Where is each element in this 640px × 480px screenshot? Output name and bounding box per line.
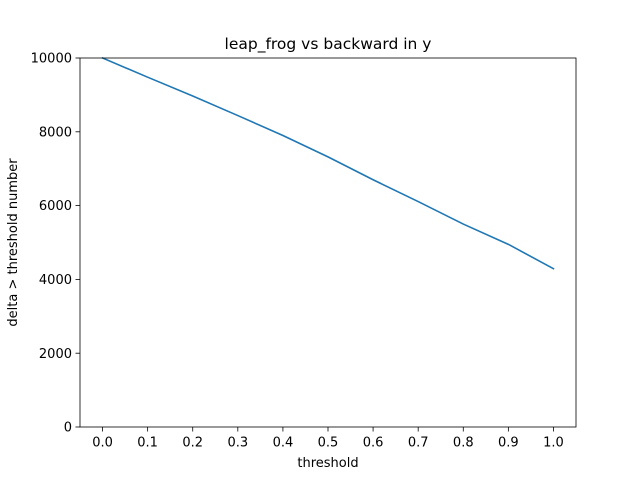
x-tick-label: 0.0 (92, 436, 113, 451)
x-tick-label: 0.5 (318, 436, 339, 451)
x-axis-label: threshold (297, 456, 358, 471)
y-tick-label: 4000 (39, 273, 72, 288)
axes-frame (79, 57, 577, 428)
x-tick-label: 0.9 (498, 436, 519, 451)
x-tick-label: 0.6 (363, 436, 384, 451)
x-tick-label: 0.2 (182, 436, 203, 451)
chart-title: leap_frog vs backward in y (225, 35, 432, 54)
plot-area: 0.0 0.1 0.2 0.3 0.4 0.5 0.6 0.7 0.8 0.9 1.0 0 2000 40… (31, 52, 577, 451)
y-tick-label: 8000 (39, 125, 72, 140)
y-tick-label: 2000 (39, 347, 72, 362)
x-tick-label: 0.4 (273, 436, 294, 451)
y-axis-label: delta > threshold number (6, 158, 21, 327)
x-tick-label: 0.1 (137, 436, 158, 451)
y-tick-label: 10000 (31, 52, 72, 67)
y-tick-label: 6000 (39, 199, 72, 214)
x-tick-label: 1.0 (543, 436, 564, 451)
x-tick-label: 0.8 (453, 436, 474, 451)
x-tick-label: 0.3 (227, 436, 248, 451)
x-tick-label: 0.7 (408, 436, 429, 451)
y-tick-label: 0 (64, 421, 72, 436)
series-line-0 (101, 56, 555, 270)
